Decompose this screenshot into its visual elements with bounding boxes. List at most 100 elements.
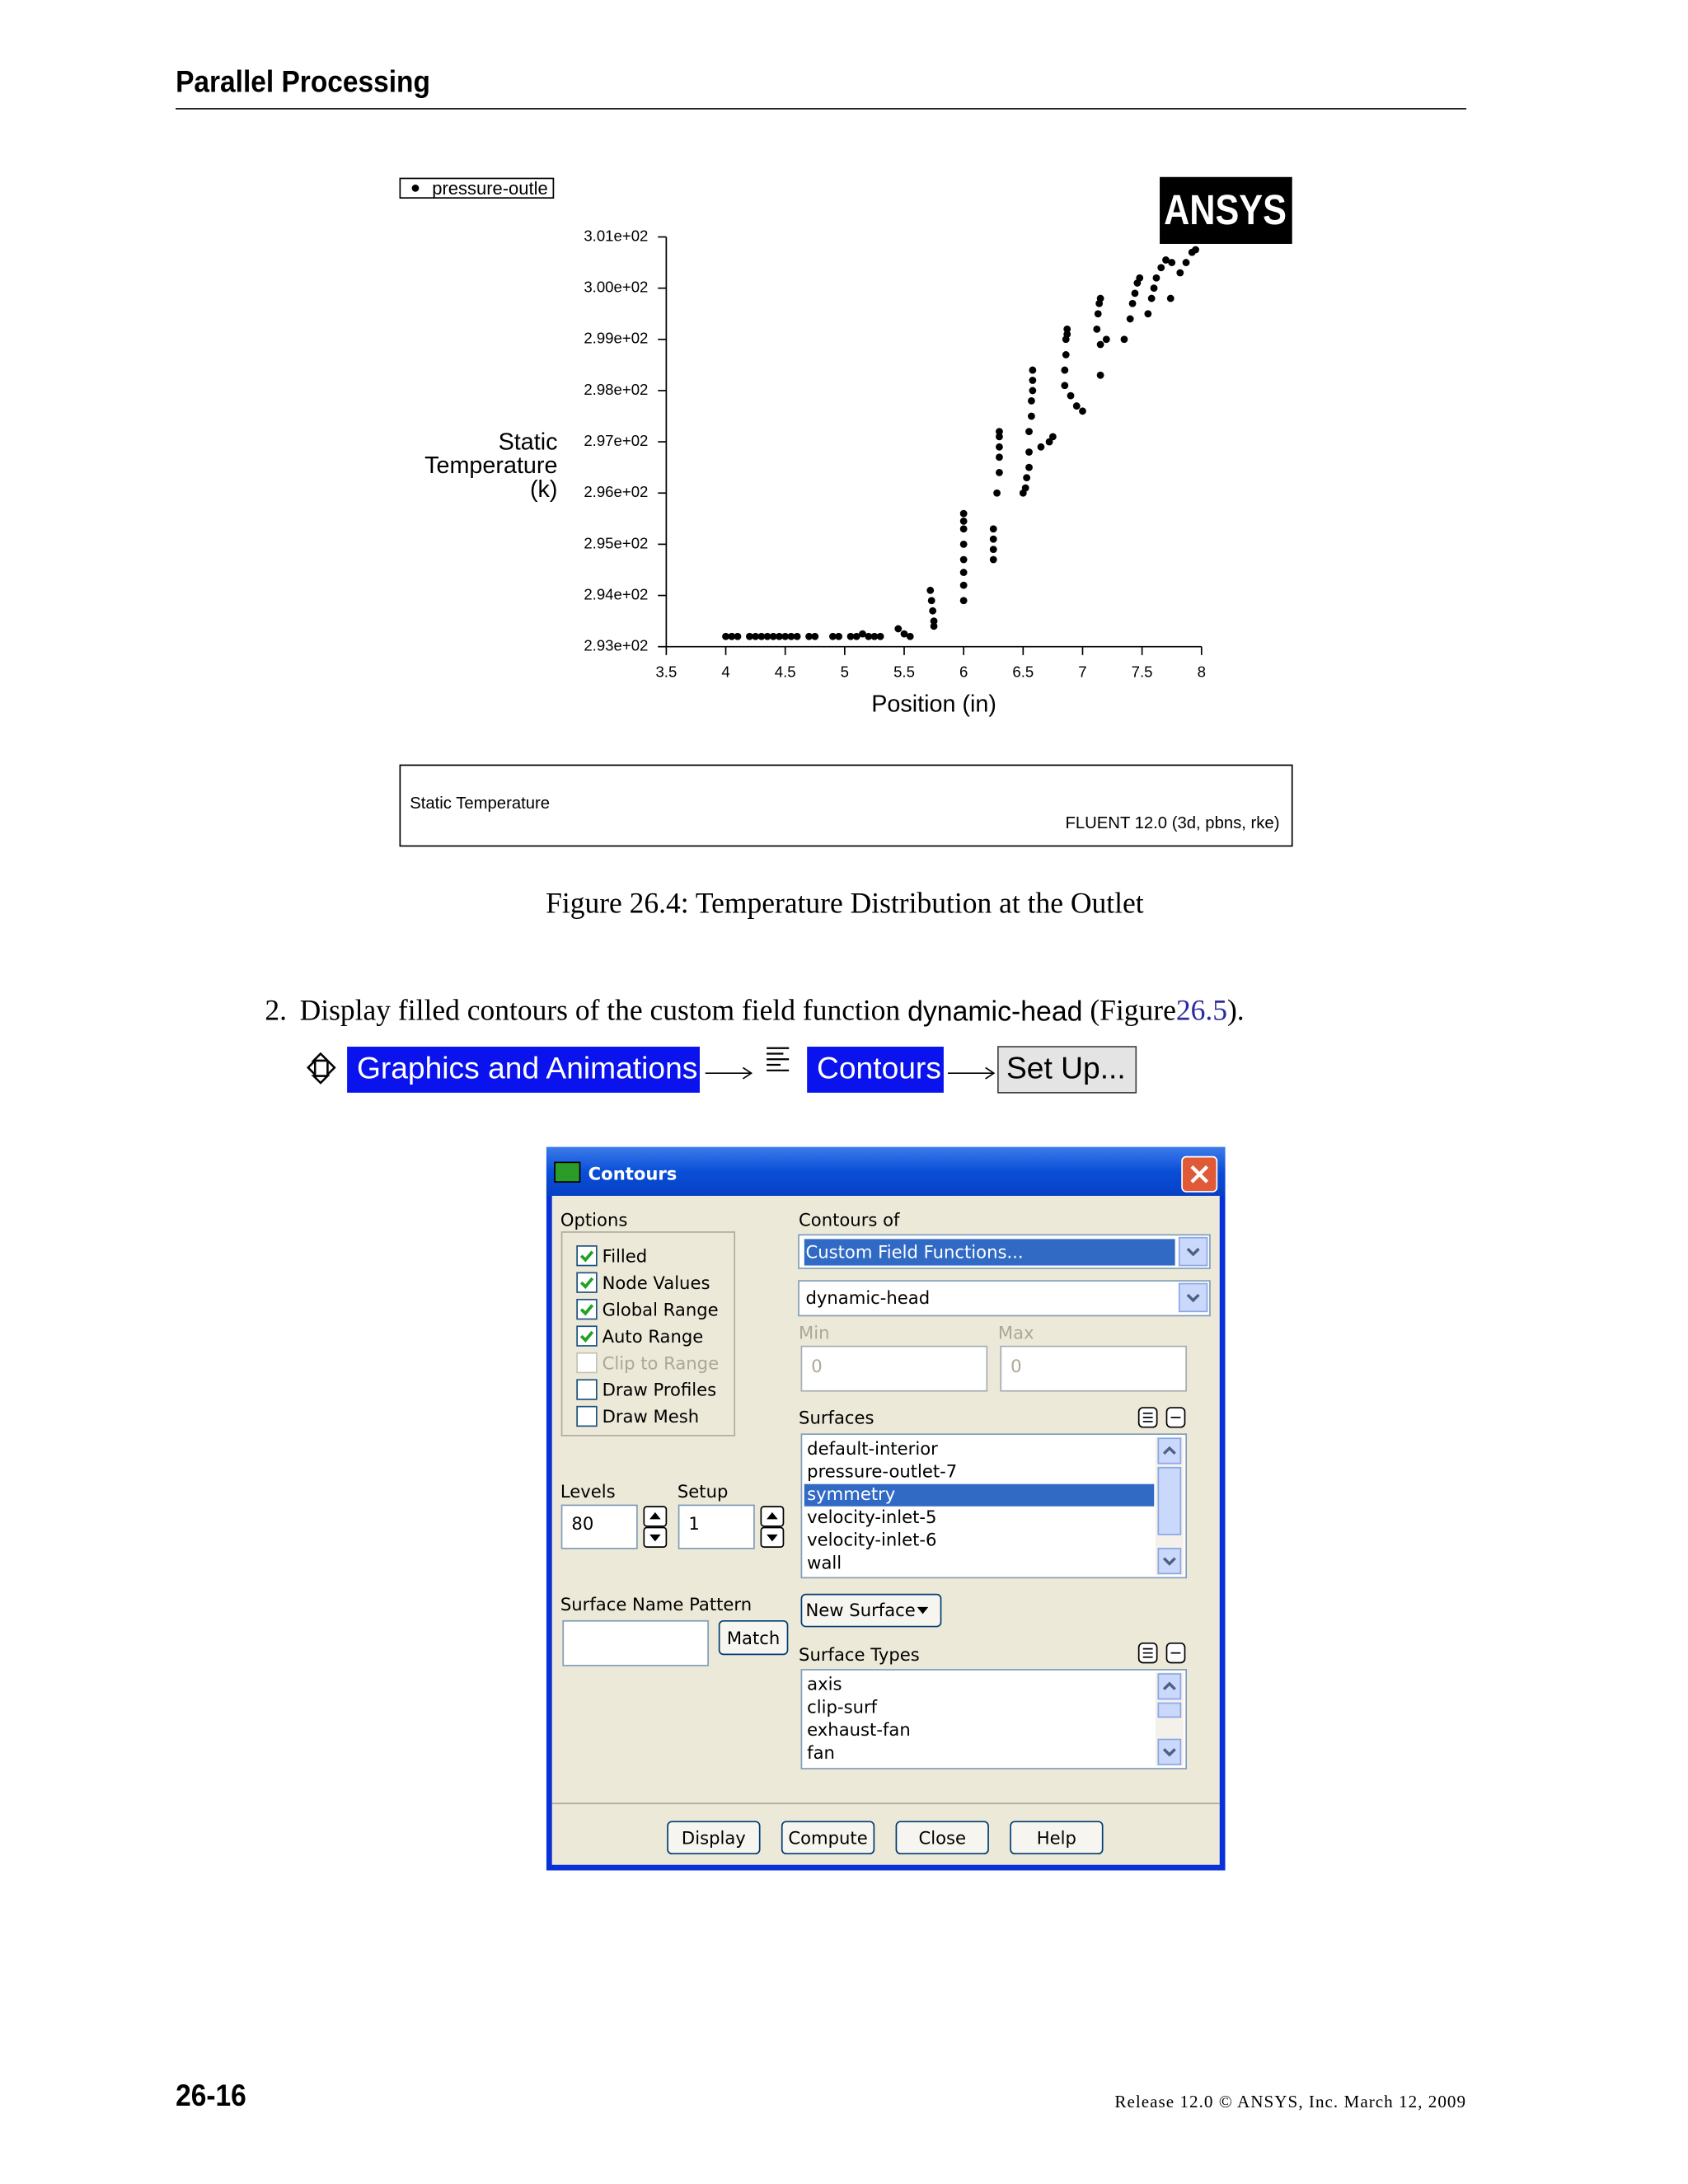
spin-arrow (649, 1534, 661, 1542)
step-text: 2. Display filled contours of the custom… (265, 994, 1244, 1028)
data-point (1136, 274, 1144, 282)
checkbox-label: Global Range (603, 1299, 719, 1319)
y-axis-label: Static (499, 429, 558, 455)
new-surface-button[interactable] (800, 1593, 942, 1628)
scroll-button[interactable] (1157, 1673, 1182, 1700)
data-point (829, 632, 837, 640)
min-value: 0 (811, 1356, 822, 1376)
header-title: Parallel Processing (176, 65, 430, 99)
scroll-arrow (1162, 1681, 1176, 1690)
data-point (1021, 484, 1029, 492)
x-tick-label: 4.5 (775, 663, 796, 681)
data-point (1025, 448, 1033, 456)
spin-arrow (767, 1511, 778, 1520)
data-point (1166, 294, 1175, 302)
y-tick-label: 3.01e+02 (584, 227, 648, 244)
action-button[interactable] (895, 1821, 989, 1855)
close-icon (1190, 1165, 1209, 1183)
action-button[interactable] (781, 1821, 875, 1855)
data-point (870, 632, 879, 640)
data-point (1162, 256, 1170, 264)
checkbox-label: Node Values (603, 1272, 710, 1293)
checkbox[interactable] (576, 1325, 598, 1347)
list-item[interactable]: pressure-outlet-7 (807, 1461, 957, 1482)
list-item[interactable]: exhaust-fan (807, 1719, 911, 1740)
spin-arrow (767, 1534, 778, 1542)
data-point (722, 632, 729, 640)
match-button[interactable] (718, 1619, 789, 1656)
step-code: dynamic-head (907, 996, 1082, 1027)
list-item[interactable]: wall (807, 1552, 842, 1572)
list-item[interactable]: symmetry (807, 1483, 895, 1504)
data-point (1126, 315, 1134, 323)
field-select[interactable] (798, 1280, 1211, 1317)
select-highlight (804, 1239, 1175, 1266)
y-tick-label: 2.98e+02 (584, 381, 648, 398)
data-point (1067, 391, 1075, 400)
min-label: Min (799, 1322, 830, 1343)
checkbox[interactable] (576, 1245, 598, 1267)
setup-label: Setup (678, 1481, 728, 1502)
dropdown-button[interactable] (1178, 1282, 1208, 1313)
data-point (746, 632, 753, 640)
y-axis-label: (k) (530, 476, 558, 503)
checkbox[interactable] (576, 1272, 598, 1293)
data-point (846, 632, 855, 640)
action-button[interactable] (1010, 1821, 1104, 1855)
scroll-arrow (1162, 1748, 1176, 1757)
scroll-arrow (1162, 1446, 1176, 1455)
data-point (763, 632, 771, 640)
data-point (1061, 382, 1069, 390)
list-item[interactable]: axis (807, 1674, 842, 1694)
scroll-button[interactable] (1157, 1547, 1182, 1575)
scroll-thumb[interactable] (1157, 1702, 1182, 1718)
scroll-button[interactable] (1157, 1437, 1182, 1465)
scroll-button[interactable] (1157, 1738, 1182, 1765)
checkbox[interactable] (576, 1298, 598, 1320)
list-item[interactable]: velocity-inlet-6 (807, 1530, 936, 1550)
step-ref[interactable]: 26.5 (1176, 994, 1227, 1027)
dropdown-button[interactable] (1178, 1236, 1208, 1267)
data-point (1048, 433, 1057, 441)
levels-value: 80 (571, 1513, 593, 1534)
nav-path: Graphics and Animations Contours Set Up.… (306, 1046, 1137, 1094)
data-point (1079, 407, 1086, 415)
title-bar (546, 1146, 1226, 1196)
list-item[interactable]: clip-surf (807, 1696, 877, 1717)
scroll-thumb[interactable] (1157, 1466, 1182, 1535)
action-button-label: Help (1037, 1827, 1076, 1848)
list-item[interactable]: velocity-inlet-5 (807, 1507, 936, 1527)
data-point (835, 632, 843, 640)
data-point (1025, 428, 1033, 436)
nav-item: Set Up... (1006, 1051, 1126, 1085)
data-point (1094, 310, 1102, 318)
x-tick-label: 5.5 (893, 663, 915, 681)
levels-input[interactable] (560, 1504, 638, 1549)
list-item[interactable]: fan (807, 1742, 835, 1763)
data-point (752, 632, 760, 640)
data-point (781, 632, 790, 640)
y-tick-label: 3.00e+02 (584, 279, 648, 296)
data-point (1029, 387, 1037, 395)
surface-types-label: Surface Types (799, 1644, 920, 1665)
nav-arrow-head (742, 1066, 753, 1080)
data-point (1152, 274, 1160, 282)
data-point (929, 607, 937, 615)
list-item[interactable]: default-interior (807, 1438, 938, 1459)
action-button[interactable] (667, 1821, 761, 1855)
checkbox-label: Auto Range (603, 1326, 704, 1347)
pattern-input[interactable] (562, 1619, 709, 1666)
legend-label: pressure-outle (432, 178, 547, 199)
checkbox[interactable] (576, 1379, 598, 1400)
surfaces-label: Surfaces (799, 1408, 874, 1428)
data-point (1029, 377, 1037, 384)
data-point (1144, 310, 1152, 318)
field-value: dynamic-head (805, 1287, 930, 1308)
data-point (1029, 366, 1037, 374)
pattern-label: Surface Name Pattern (560, 1594, 752, 1615)
listbox[interactable] (800, 1669, 1188, 1769)
checkbox[interactable] (576, 1405, 598, 1427)
setup-input[interactable] (678, 1504, 755, 1549)
data-point (989, 555, 997, 564)
